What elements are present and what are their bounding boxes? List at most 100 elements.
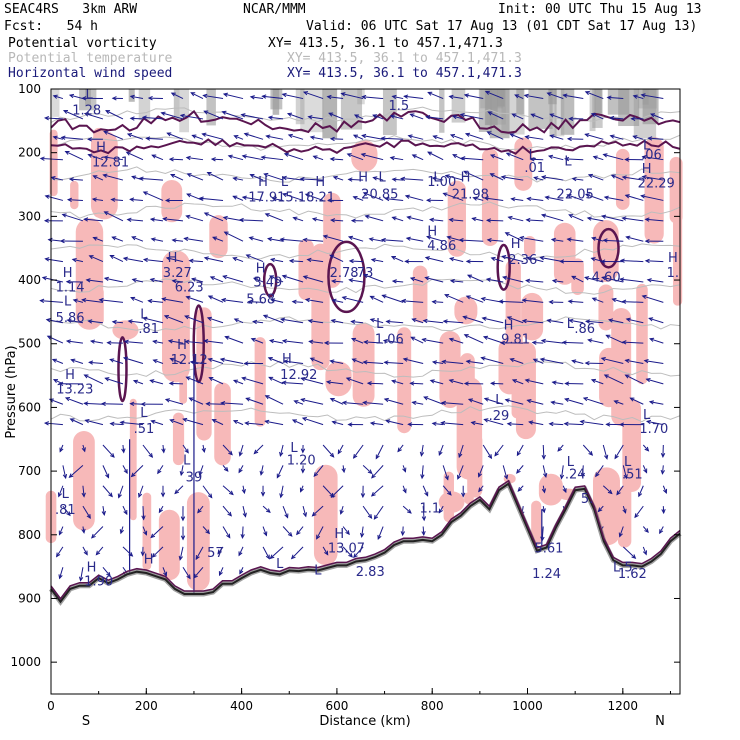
contour-annotation: H (144, 552, 154, 567)
stratosphere-shaded-region (295, 89, 305, 125)
wind-vector (46, 335, 64, 344)
wind-vector (269, 257, 284, 263)
wind-vector (149, 217, 164, 222)
wind-vector (624, 194, 644, 201)
wind-vector (220, 400, 244, 406)
wind-vector (102, 173, 124, 181)
wind-vector (645, 377, 664, 385)
y-tick-label: 700 (18, 464, 41, 478)
wind-vector (431, 176, 444, 181)
pv-shaded-region (598, 284, 614, 331)
wind-vector (563, 421, 584, 427)
forecast-hour: Fcst: 54 h (4, 19, 98, 34)
wind-vector (350, 337, 364, 344)
wind-vector (467, 398, 484, 405)
contour-annotation: 17.915.18.21 (248, 191, 335, 206)
wind-vector (88, 255, 104, 263)
wind-vector (411, 154, 424, 161)
wind-vector (202, 526, 211, 535)
wind-vector (302, 275, 324, 283)
wind-vector (293, 400, 304, 405)
wind-vector (648, 400, 664, 405)
wind-vector (360, 485, 366, 499)
wind-vector (122, 505, 128, 516)
wind-vector (587, 338, 604, 344)
wind-vector (606, 95, 624, 100)
wind-vector (331, 298, 344, 303)
wind-vector (501, 255, 524, 263)
contour-annotation: L (564, 154, 572, 169)
wind-vector (644, 238, 664, 244)
wind-vector (524, 378, 544, 385)
wind-vector (87, 319, 103, 324)
wind-vector (329, 359, 344, 364)
wind-vector (619, 422, 644, 427)
wind-vector (350, 218, 364, 223)
wind-vector (463, 334, 484, 344)
wind-vector (283, 152, 304, 161)
wind-vector (407, 422, 424, 427)
wind-vector (147, 96, 163, 101)
wind-vector (500, 175, 524, 181)
contour-annotation: L (62, 487, 70, 502)
wind-vector (262, 546, 270, 560)
wind-vector (322, 444, 335, 458)
init-time: Init: 00 UTC Thu 15 Aug 13 (498, 2, 702, 17)
wind-vector (212, 236, 224, 242)
wind-vector (529, 157, 544, 162)
wind-vector (373, 505, 384, 520)
theta-contour (50, 106, 681, 124)
wind-vector (509, 133, 524, 140)
pv-shaded-region (636, 283, 648, 385)
wind-vector (380, 237, 404, 243)
contour-annotation: H (334, 527, 344, 542)
wind-vector (391, 279, 404, 284)
wind-vector (567, 299, 584, 304)
wind-vector (422, 485, 429, 497)
wind-vector (448, 337, 464, 344)
wind-vector (138, 176, 164, 181)
wind-vector (302, 506, 308, 518)
wind-vector (371, 465, 384, 479)
wind-vector (210, 157, 224, 162)
pv-shaded-region (70, 180, 79, 210)
wind-vector (300, 444, 306, 454)
contour-annotation: 57 (207, 546, 224, 561)
wind-vector (161, 444, 166, 454)
theta-contour (50, 405, 681, 423)
pv-shaded-region (669, 156, 683, 224)
stratosphere-shaded-region (173, 89, 180, 120)
wind-vector (502, 465, 509, 480)
wind-vector (145, 136, 164, 141)
contour-annotation: 1.00 (427, 175, 456, 190)
wind-vector (440, 400, 464, 406)
wind-vector (498, 299, 524, 304)
wind-vector (510, 197, 524, 202)
wind-vector (243, 361, 264, 366)
wind-vector (431, 421, 444, 426)
contour-annotation: 12.12 (171, 353, 208, 368)
wind-vector (81, 96, 103, 101)
wind-vector (329, 156, 344, 162)
wind-vector (487, 111, 504, 120)
wind-vector (363, 339, 384, 345)
wind-vector (389, 114, 404, 120)
wind-vector (330, 485, 344, 498)
wind-vector (103, 211, 124, 222)
contour-annotation: L (64, 295, 72, 310)
wind-vector (151, 546, 164, 558)
wind-vector (271, 197, 284, 202)
wind-vector (178, 546, 184, 561)
wind-vector (238, 217, 264, 223)
wind-vector (486, 237, 504, 243)
wind-vector (459, 112, 484, 120)
wind-vector (521, 318, 544, 324)
wind-vector (516, 444, 524, 457)
wind-vector (198, 465, 204, 476)
wind-vector (540, 213, 564, 222)
contour-annotation: 1.20 (287, 454, 316, 469)
wind-vector (482, 444, 493, 460)
wind-vector (105, 110, 124, 120)
wind-vector (232, 176, 244, 181)
wind-vector (441, 359, 464, 365)
